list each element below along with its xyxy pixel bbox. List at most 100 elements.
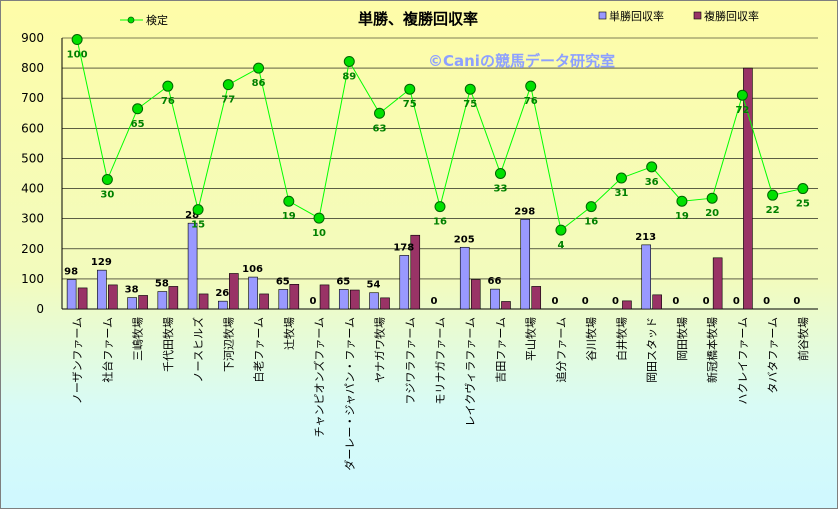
kentei-point (162, 80, 174, 92)
bar-data-label: 0 (733, 296, 740, 307)
kentei-point (494, 168, 506, 179)
kentei-data-label: 16 (584, 217, 598, 228)
bar-data-label: 98 (64, 266, 78, 277)
y-tick-label: 400 (21, 182, 44, 196)
bar-win (459, 246, 470, 310)
kentei-point (555, 224, 567, 236)
bar-win (218, 300, 228, 310)
bar-win (520, 218, 531, 310)
bar-data-label: 65 (276, 276, 290, 287)
kentei-point (706, 192, 718, 204)
bar-place (198, 293, 209, 310)
bar-place (410, 234, 421, 310)
kentei-data-label: 63 (373, 123, 387, 134)
bar-data-label: 0 (672, 296, 679, 307)
bar-place (138, 295, 148, 310)
legend-label-kentei: 検定 (146, 13, 168, 27)
bar-place (470, 279, 481, 310)
kentei-point (71, 34, 83, 46)
x-tick-label: 三嶋牧場 (131, 317, 145, 361)
bar-data-label: 26 (215, 288, 229, 299)
bar-data-label: 0 (582, 296, 589, 307)
kentei-point (132, 103, 144, 115)
kentei-data-label: 25 (796, 199, 810, 210)
x-tick-label: 前谷牧場 (796, 317, 810, 361)
bar-data-label: 178 (393, 242, 414, 253)
x-tick-label: 岡田スタッド (646, 317, 659, 383)
x-tick-label: タバタファーム (767, 317, 780, 394)
bar-place (229, 273, 239, 310)
kentei-point (767, 189, 779, 201)
bar-data-label: 0 (793, 296, 800, 307)
kentei-point (646, 161, 658, 173)
bar-win (490, 288, 500, 310)
y-tick-label: 200 (21, 242, 44, 256)
bar-data-label: 28 (185, 210, 199, 221)
bar-place (743, 67, 753, 310)
kentei-data-label: 30 (100, 190, 114, 201)
bar-place (501, 301, 511, 310)
kentei-point (676, 195, 688, 207)
x-tick-label: チャンピオンズファーム (312, 317, 326, 437)
watermark: ©Caniの競馬データ研究室 (428, 52, 615, 70)
y-tick-label: 800 (21, 61, 44, 75)
kentei-point (313, 212, 325, 224)
legend-label-place: 複勝回収率 (704, 9, 759, 23)
kentei-data-label: 65 (131, 119, 145, 130)
y-tick-label: 900 (21, 31, 44, 45)
x-tick-label: 平山牧場 (524, 317, 538, 361)
kentei-data-label: 15 (191, 220, 205, 231)
bar-data-label: 213 (635, 232, 656, 243)
bar-place (380, 297, 390, 310)
kentei-data-label: 16 (433, 217, 447, 228)
y-tick-label: 600 (21, 121, 44, 135)
x-tick-label: 新冠橋本牧場 (705, 317, 719, 383)
x-tick-label: レイクヴィラファーム (463, 317, 477, 426)
bar-place (319, 284, 330, 310)
bar-win (641, 244, 651, 310)
kentei-point (222, 79, 234, 91)
kentei-point (283, 195, 295, 207)
kentei-data-label: 19 (282, 211, 296, 222)
kentei-data-label: 4 (557, 240, 564, 251)
x-tick-label: 白老ファーム (252, 317, 266, 383)
kentei-point (736, 89, 748, 101)
bar-data-label: 0 (703, 296, 710, 307)
bar-place (652, 294, 662, 310)
y-tick-label: 100 (21, 272, 44, 286)
bar-place (289, 284, 300, 310)
bar-win (97, 269, 107, 310)
bar-data-label: 0 (431, 296, 438, 307)
legend-label-win: 単勝回収率 (609, 9, 664, 23)
kentei-data-label: 75 (463, 99, 477, 110)
bar-data-label: 129 (91, 257, 112, 268)
kentei-data-label: 10 (312, 228, 326, 239)
kentei-point (464, 83, 476, 95)
bar-place (531, 286, 542, 310)
kentei-data-label: 36 (645, 177, 659, 188)
x-tick-label: 下河辺牧場 (221, 317, 235, 372)
x-tick-label: ヤナガワ牧場 (373, 317, 387, 383)
kentei-data-label: 100 (67, 50, 88, 61)
bar-data-label: 298 (514, 206, 535, 217)
bar-place (712, 257, 723, 310)
bar-win (338, 289, 349, 310)
x-tick-label: ダーレー・ジャパン・ファーム (342, 317, 356, 471)
bar-win (66, 279, 77, 310)
kentei-point (797, 183, 809, 195)
y-tick-label: 300 (21, 212, 44, 226)
x-tick-label: モリナガファーム (434, 317, 447, 405)
kentei-point (192, 204, 204, 216)
kentei-data-label: 75 (403, 99, 417, 110)
kentei-data-label: 20 (705, 208, 719, 219)
bar-data-label: 58 (155, 279, 169, 290)
kentei-point (343, 55, 355, 67)
kentei-data-label: 76 (161, 96, 175, 107)
x-tick-label: ハクレイファーム (736, 317, 749, 405)
y-tick-label: 500 (21, 151, 44, 165)
bar-place (349, 289, 360, 310)
bar-data-label: 0 (551, 296, 558, 307)
kentei-point (374, 107, 386, 119)
kentei-data-label: 72 (735, 105, 749, 116)
